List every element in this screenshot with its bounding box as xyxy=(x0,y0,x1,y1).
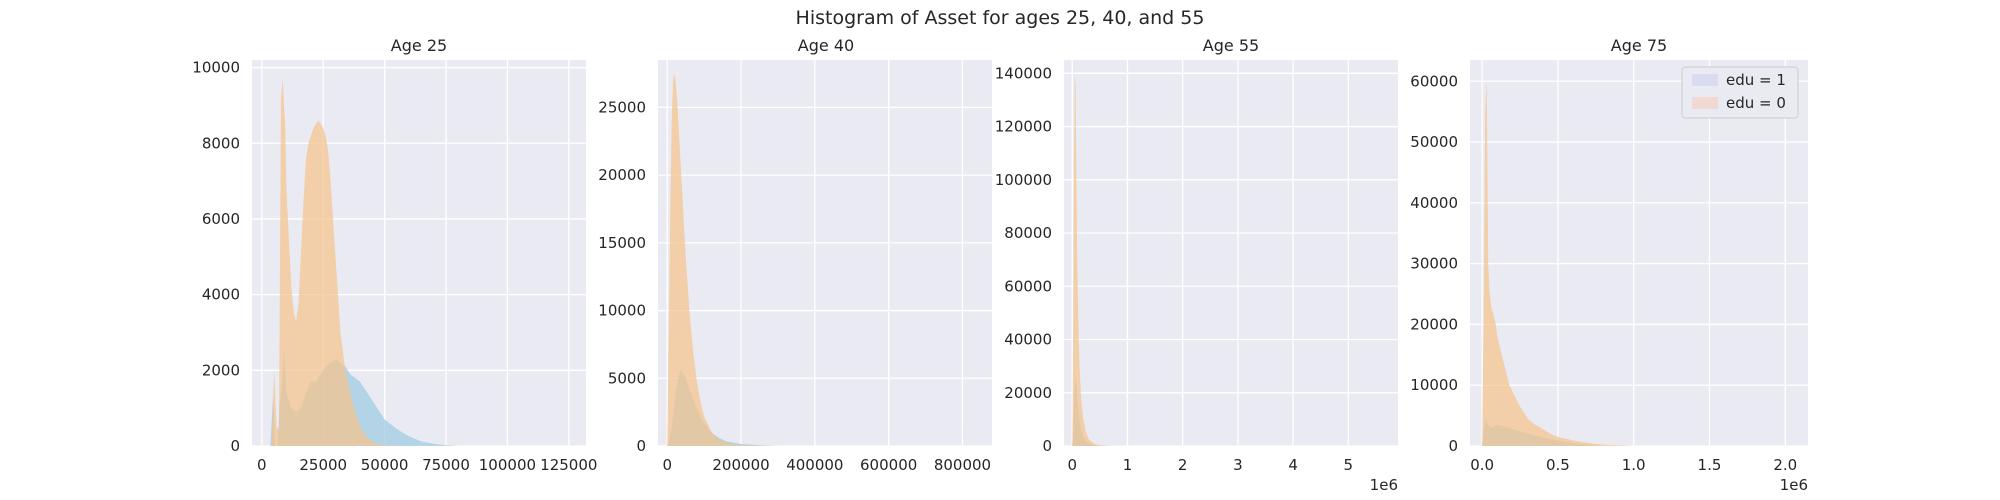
y-tick-label: 10000 xyxy=(598,302,646,320)
y-tick-label: 0 xyxy=(1042,437,1052,455)
series-area-edu-0 xyxy=(667,73,778,446)
x-tick-label: 3 xyxy=(1233,456,1243,474)
y-tick-label: 0 xyxy=(230,437,240,455)
series-area-edu-0 xyxy=(1482,81,1634,446)
legend-swatch-edu-1 xyxy=(1692,74,1718,86)
x-tick-label: 5 xyxy=(1344,456,1354,474)
y-tick-label: 100000 xyxy=(995,171,1052,189)
y-tick-label: 8000 xyxy=(202,134,240,152)
x-tick-label: 100000 xyxy=(479,456,536,474)
y-tick-label: 60000 xyxy=(1410,72,1458,90)
x-tick-label: 600000 xyxy=(860,456,917,474)
y-tick-label: 2000 xyxy=(202,361,240,379)
y-tick-label: 40000 xyxy=(1004,331,1052,349)
y-tick-label: 15000 xyxy=(598,234,646,252)
x-tick-label: 200000 xyxy=(712,456,769,474)
x-tick-label: 50000 xyxy=(361,456,409,474)
y-tick-label: 40000 xyxy=(1410,194,1458,212)
x-tick-label: 0.0 xyxy=(1470,456,1494,474)
x-tick-label: 125000 xyxy=(540,456,597,474)
y-tick-label: 60000 xyxy=(1004,277,1052,295)
panel-age-40: 0 5000 10000 15000 20000 25000 0 200000 400000 60… xyxy=(598,36,992,474)
x-tick-label: 4 xyxy=(1288,456,1298,474)
y-tick-label: 6000 xyxy=(202,210,240,228)
y-tick-label: 120000 xyxy=(995,118,1052,136)
x-tick-label: 0.5 xyxy=(1546,456,1570,474)
legend-swatch-edu-0 xyxy=(1692,97,1718,109)
x-tick-label: 75000 xyxy=(422,456,470,474)
x-offset-text: 1e6 xyxy=(1370,476,1398,494)
x-tick-label: 800000 xyxy=(934,456,991,474)
x-tick-label: 1 xyxy=(1123,456,1133,474)
y-tick-label: 50000 xyxy=(1410,133,1458,151)
y-tick-label: 80000 xyxy=(1004,224,1052,242)
y-tick-label: 5000 xyxy=(608,369,646,387)
x-tick-label: 2 xyxy=(1178,456,1188,474)
y-tick-label: 20000 xyxy=(1004,384,1052,402)
plot-layer: 0 10000 20000 30000 40000 50000 60000 0.0 0.5 1.0… xyxy=(1410,60,1808,494)
legend-label-edu-1: edu = 1 xyxy=(1726,71,1786,89)
panel-title: Age 40 xyxy=(798,36,854,55)
x-tick-label: 400000 xyxy=(786,456,843,474)
x-tick-label: 0 xyxy=(257,456,267,474)
x-tick-label: 1.0 xyxy=(1622,456,1646,474)
y-tick-label: 10000 xyxy=(192,59,240,77)
axes-background xyxy=(1470,60,1808,446)
plot-layer: 0 20000 40000 60000 80000 100000 120000 140000 0… xyxy=(995,60,1398,494)
y-tick-label: 10000 xyxy=(1410,376,1458,394)
legend: edu = 1 edu = 0 xyxy=(1681,66,1799,119)
plot-layer: 0 5000 10000 15000 20000 25000 0 200000 400000 60… xyxy=(598,60,992,474)
x-tick-label: 2.0 xyxy=(1773,456,1797,474)
panel-title: Age 55 xyxy=(1203,36,1259,55)
series-area-edu-0 xyxy=(1072,73,1128,446)
y-tick-label: 4000 xyxy=(202,286,240,304)
panel-title: Age 75 xyxy=(1611,36,1667,55)
x-tick-label: 1.5 xyxy=(1698,456,1722,474)
y-tick-label: 140000 xyxy=(995,64,1052,82)
y-tick-label: 0 xyxy=(1448,437,1458,455)
y-tick-label: 25000 xyxy=(598,98,646,116)
panel-title: Age 25 xyxy=(391,36,447,55)
y-tick-label: 30000 xyxy=(1410,255,1458,273)
x-offset-text: 1e6 xyxy=(1780,476,1808,494)
x-tick-label: 25000 xyxy=(299,456,347,474)
series-area-edu-0 xyxy=(266,78,459,446)
y-tick-label: 20000 xyxy=(598,166,646,184)
legend-label-edu-0: edu = 0 xyxy=(1726,94,1786,112)
x-tick-label: 0 xyxy=(1068,456,1078,474)
axes-background xyxy=(1064,60,1398,446)
x-tick-label: 0 xyxy=(662,456,672,474)
y-tick-label: 0 xyxy=(636,437,646,455)
axes-background xyxy=(658,60,992,446)
panel-age-75: 0 10000 20000 30000 40000 50000 60000 0.0 0.5 1.0… xyxy=(1410,36,1808,494)
figure-suptitle: Histogram of Asset for ages 25, 40, and … xyxy=(796,7,1205,29)
y-tick-label: 20000 xyxy=(1410,315,1458,333)
panel-age-55: 0 20000 40000 60000 80000 100000 120000 140000 0… xyxy=(995,36,1398,494)
